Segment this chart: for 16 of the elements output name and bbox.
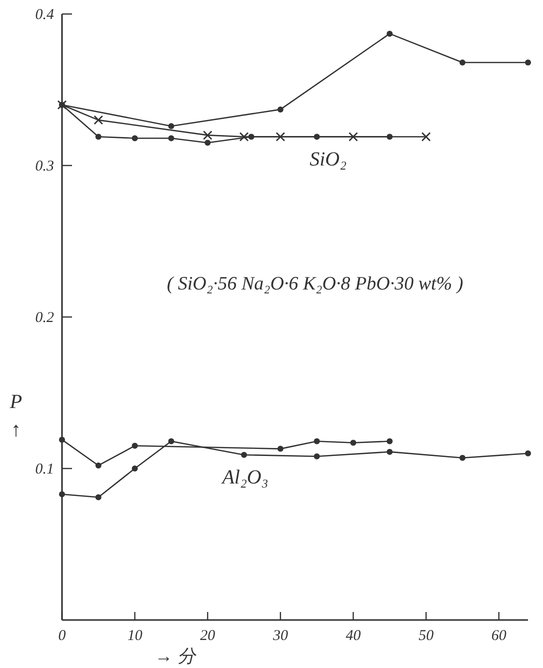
annotation: SiO₂ xyxy=(310,148,347,170)
y-tick-label: 0.3 xyxy=(35,158,54,174)
x-tick-label: 0 xyxy=(58,628,66,644)
x-tick-label: 60 xyxy=(491,628,507,644)
annotation: ( SiO₂·56 Na₂O·6 K₂O·8 PbO·30 wt% ) xyxy=(166,274,464,295)
x-tick-label: 10 xyxy=(127,628,143,644)
y-tick-label: 0.4 xyxy=(35,7,54,23)
x-tick-label: 30 xyxy=(272,628,288,644)
x-tick-label: 40 xyxy=(346,628,362,644)
y-tick-label: 0.1 xyxy=(35,462,54,478)
x-tick-label: 20 xyxy=(200,628,216,644)
ylabel: P ↑ xyxy=(10,390,22,441)
xlabel: → 分 xyxy=(154,646,196,666)
annotation: Al₂O₃ xyxy=(222,466,268,489)
y-tick-label: 0.2 xyxy=(35,310,54,326)
x-tick-label: 50 xyxy=(418,628,434,644)
